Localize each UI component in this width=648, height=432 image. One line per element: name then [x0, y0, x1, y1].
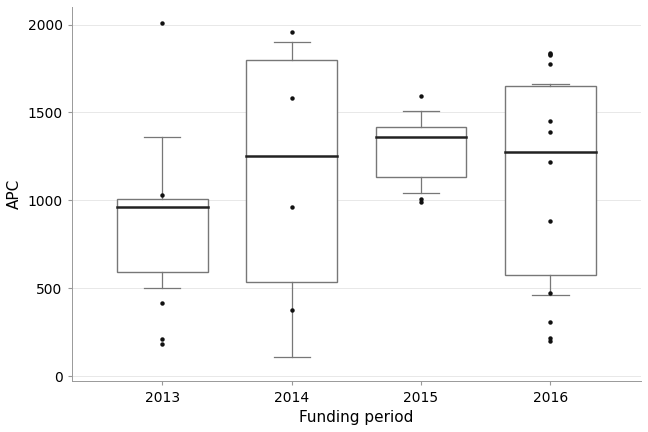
Bar — [117, 200, 207, 273]
Bar — [376, 127, 467, 177]
Bar — [505, 86, 596, 275]
Y-axis label: APC: APC — [7, 179, 22, 210]
X-axis label: Funding period: Funding period — [299, 410, 413, 425]
Bar — [246, 60, 337, 282]
